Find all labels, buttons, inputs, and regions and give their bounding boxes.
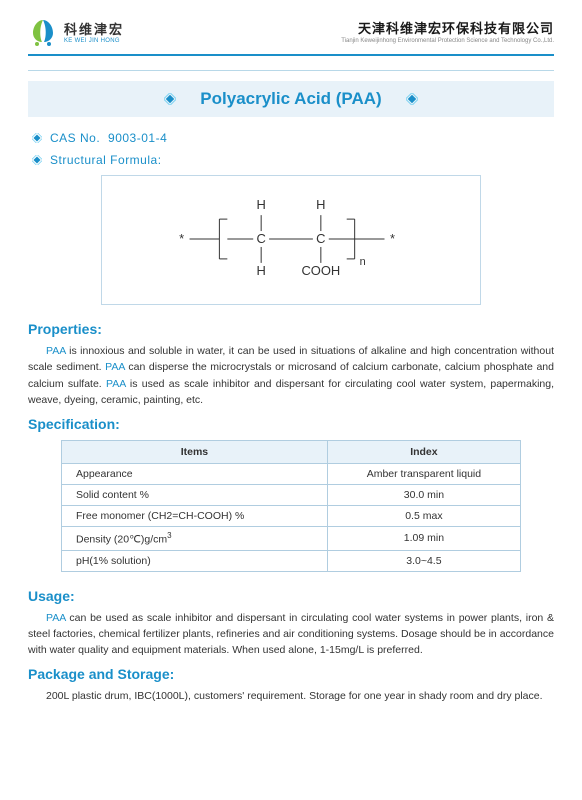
svg-text:*: * <box>179 231 184 246</box>
svg-text:*: * <box>390 231 395 246</box>
svg-text:n: n <box>360 256 366 268</box>
density-label: Density (20℃)g/cm <box>76 534 167 546</box>
col-index: Index <box>327 441 520 464</box>
table-row: Appearance Amber transparent liquid <box>62 464 521 485</box>
spec-table: Items Index Appearance Amber transparent… <box>61 440 521 572</box>
usage-seg: can be used as scale inhibitor and dispe… <box>28 612 554 657</box>
item-cell: Appearance <box>62 464 328 485</box>
svg-text:C: C <box>256 231 265 246</box>
logo-cn: 科维津宏 <box>64 23 124 36</box>
index-cell: 1.09 min <box>327 527 520 551</box>
company-en: Tianjin Keweijinhong Environmental Prote… <box>341 38 554 45</box>
index-cell: Amber transparent liquid <box>327 464 520 485</box>
package-text: 200L plastic drum, IBC(1000L), customers… <box>28 688 554 704</box>
properties-text: PAA is innoxious and soluble in water, i… <box>28 343 554 408</box>
paa-hl: PAA <box>106 378 126 390</box>
svg-text:C: C <box>316 231 325 246</box>
item-cell: Density (20℃)g/cm3 <box>62 527 328 551</box>
cas-value: 9003-01-4 <box>108 131 167 145</box>
svg-text:H: H <box>256 263 265 278</box>
structural-formula: * C H H C H COOH n <box>101 175 481 305</box>
company-cn: 天津科维津宏环保科技有限公司 <box>341 21 554 37</box>
header-rule <box>28 54 554 56</box>
paa-hl: PAA <box>105 361 125 373</box>
structural-line: Structural Formula: <box>32 153 554 167</box>
item-cell: pH(1% solution) <box>62 550 328 571</box>
logo-block: 科维津宏 KE WEI JIN HONG <box>28 18 124 48</box>
col-items: Items <box>62 441 328 464</box>
cas-label-text: CAS No. <box>50 131 100 145</box>
cas-label: CAS No. 9003-01-4 <box>50 131 167 145</box>
index-cell: 0.5 max <box>327 506 520 527</box>
item-cell: Solid content % <box>62 485 328 506</box>
paa-hl: PAA <box>46 345 66 357</box>
index-cell: 30.0 min <box>327 485 520 506</box>
table-row: Density (20℃)g/cm3 1.09 min <box>62 527 521 551</box>
properties-head: Properties: <box>28 321 554 337</box>
svg-text:COOH: COOH <box>301 263 340 278</box>
usage-text: PAA can be used as scale inhibitor and d… <box>28 610 554 659</box>
package-head: Package and Storage: <box>28 666 554 682</box>
page-title: Polyacrylic Acid (PAA) <box>200 89 381 109</box>
paa-hl: PAA <box>46 612 66 624</box>
logo-text: 科维津宏 KE WEI JIN HONG <box>64 23 124 44</box>
cas-line: CAS No. 9003-01-4 <box>32 131 554 145</box>
specification-head: Specification: <box>28 416 554 432</box>
svg-text:H: H <box>316 197 325 212</box>
header-thin-rule <box>28 70 554 71</box>
diamond-icon <box>32 155 42 165</box>
logo-en: KE WEI JIN HONG <box>64 38 124 44</box>
index-cell: 3.0~4.5 <box>327 550 520 571</box>
table-header-row: Items Index <box>62 441 521 464</box>
density-sup: 3 <box>167 531 171 540</box>
diamond-icon <box>406 93 418 105</box>
diamond-icon <box>164 93 176 105</box>
table-row: Free monomer (CH2=CH-COOH) % 0.5 max <box>62 506 521 527</box>
company-block: 天津科维津宏环保科技有限公司 Tianjin Keweijinhong Envi… <box>341 21 554 46</box>
usage-head: Usage: <box>28 588 554 604</box>
table-row: Solid content % 30.0 min <box>62 485 521 506</box>
item-cell: Free monomer (CH2=CH-COOH) % <box>62 506 328 527</box>
diamond-icon <box>32 133 42 143</box>
page-header: 科维津宏 KE WEI JIN HONG 天津科维津宏环保科技有限公司 Tian… <box>28 18 554 48</box>
table-row: pH(1% solution) 3.0~4.5 <box>62 550 521 571</box>
structural-label: Structural Formula: <box>50 153 162 167</box>
logo-icon <box>28 18 58 48</box>
title-bar: Polyacrylic Acid (PAA) <box>28 81 554 117</box>
svg-text:H: H <box>256 197 265 212</box>
